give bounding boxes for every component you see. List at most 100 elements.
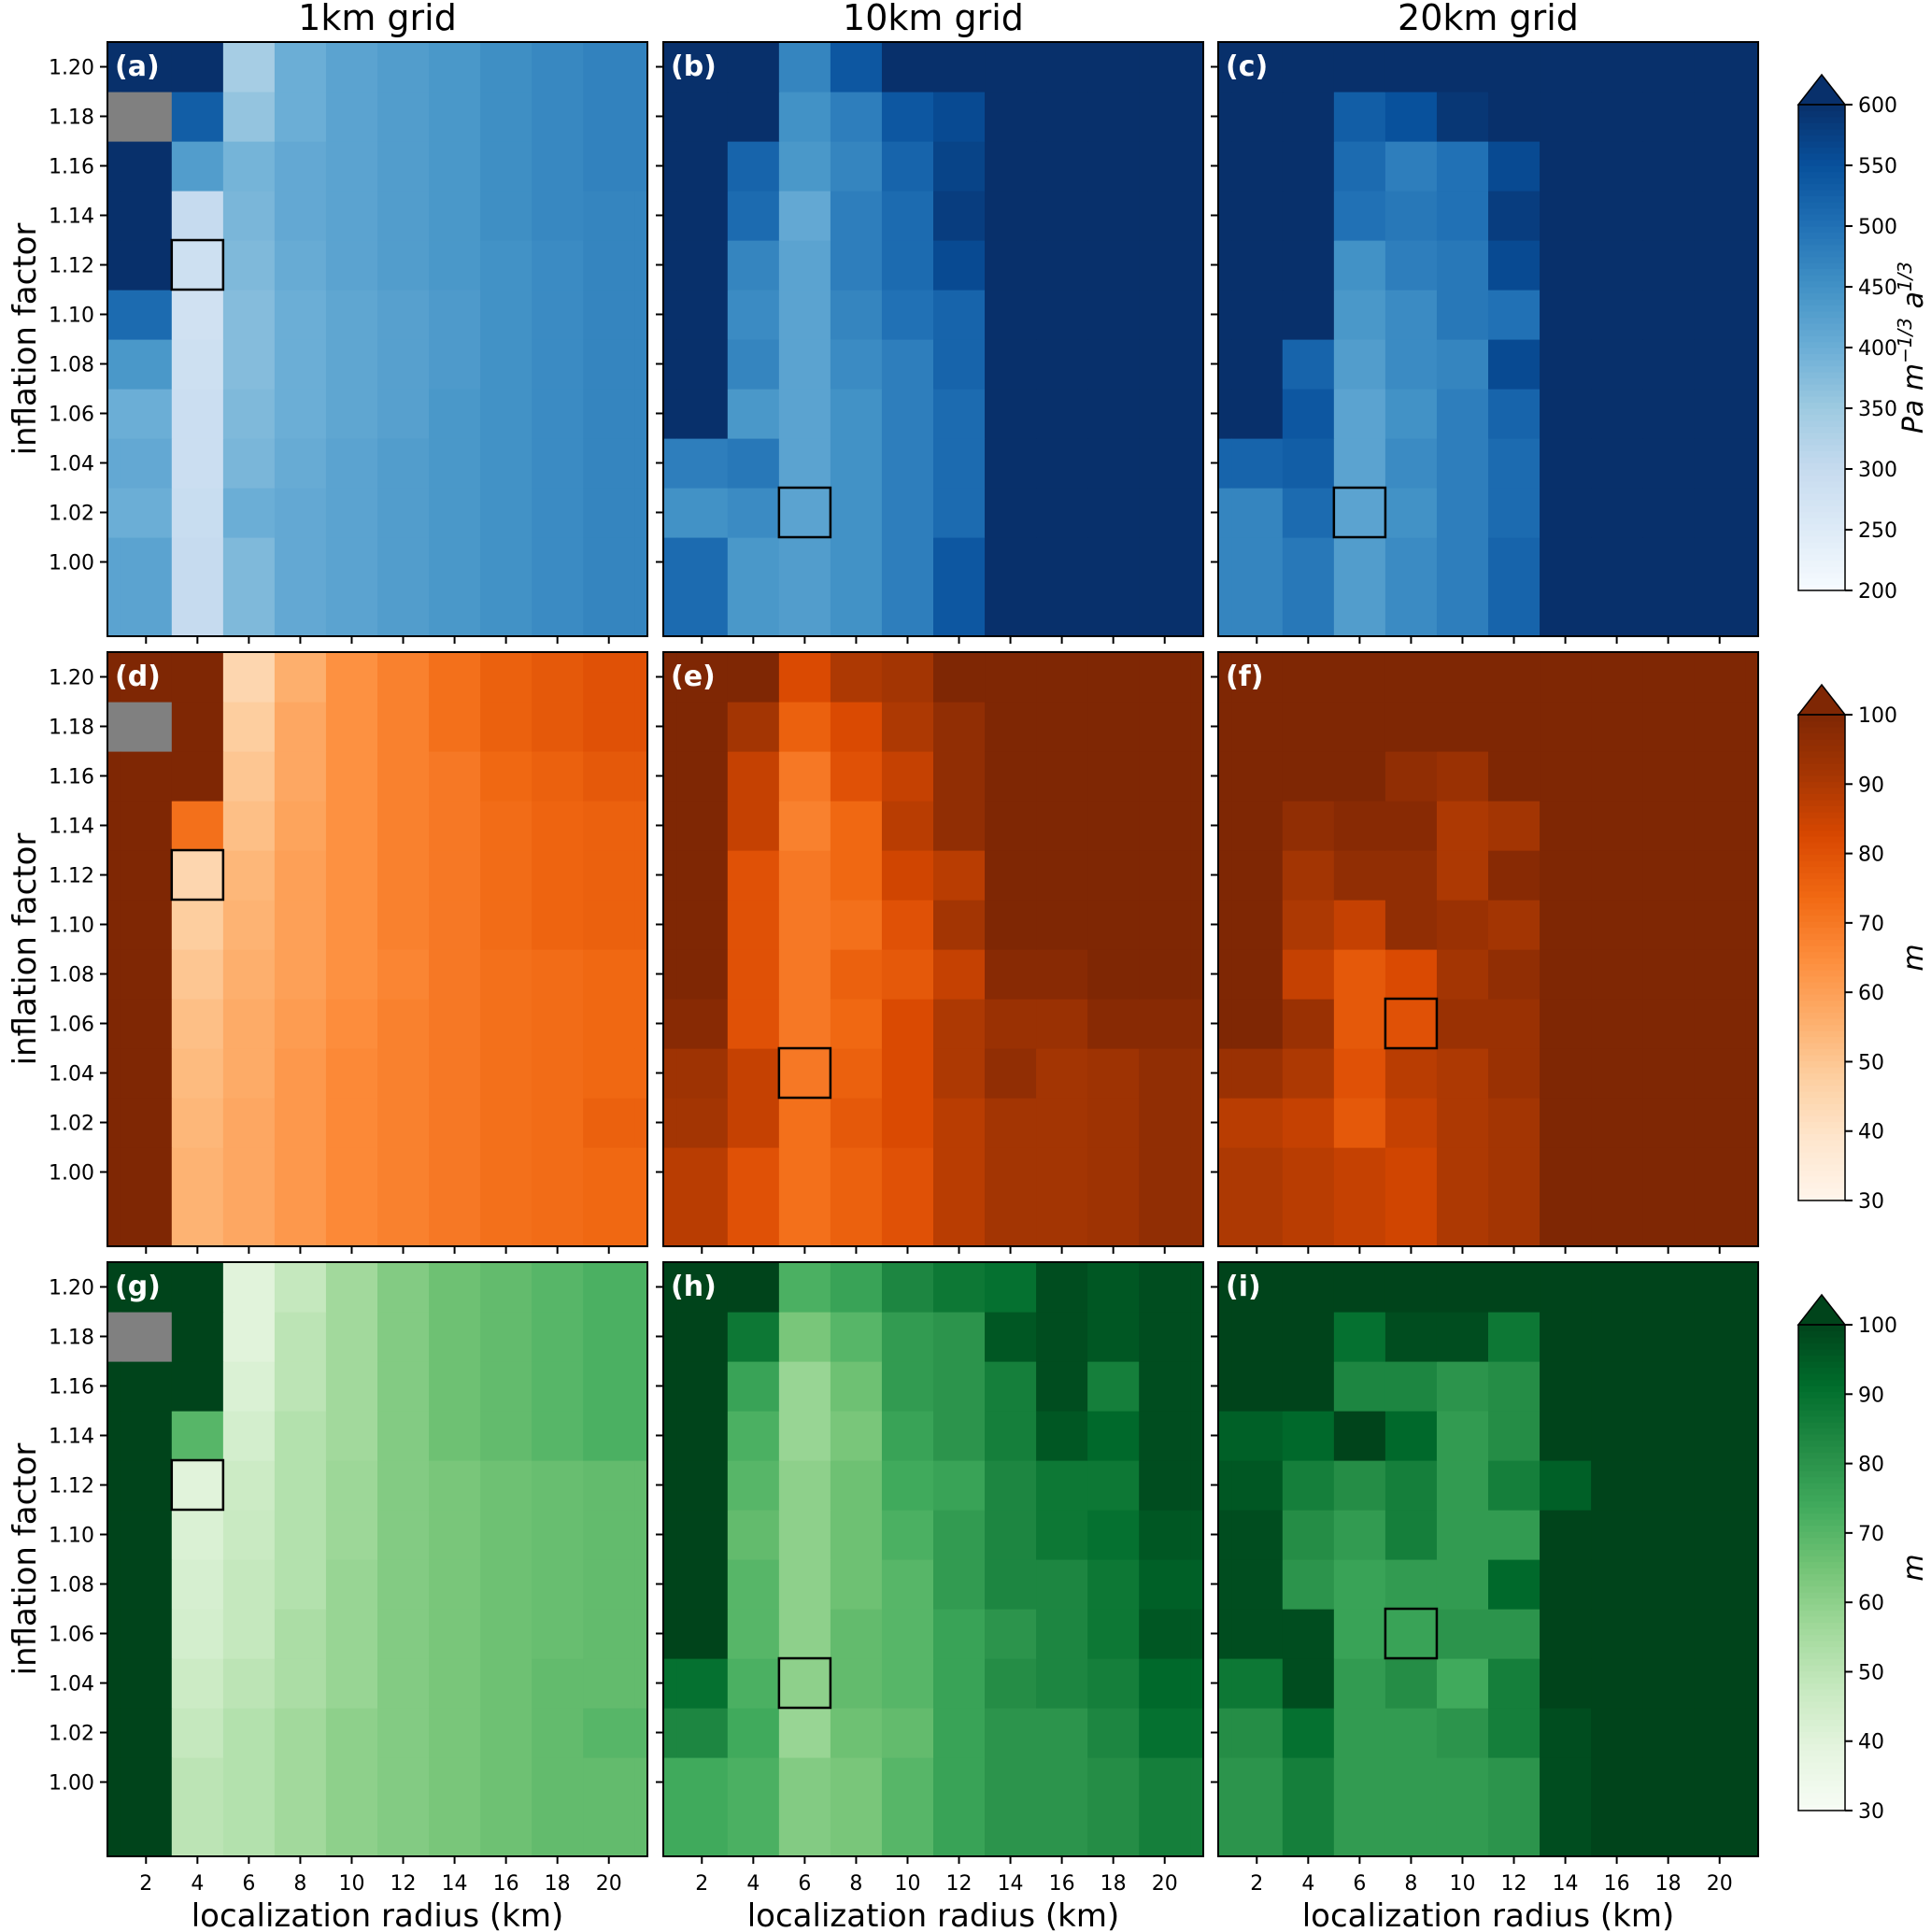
heatmap-cell — [583, 949, 635, 1000]
colorbar-segment — [1798, 1030, 1845, 1038]
heatmap-cell — [1745, 652, 1758, 703]
heatmap-cell — [985, 1312, 1037, 1362]
heatmap-cell — [1036, 1312, 1088, 1362]
heatmap-cell — [933, 751, 986, 802]
heatmap-cell — [274, 1147, 327, 1198]
x-tick-label: 8 — [1404, 1872, 1417, 1896]
heatmap-cell — [830, 488, 883, 538]
heatmap-cell — [1488, 1197, 1541, 1246]
heatmap-cell — [377, 1361, 430, 1412]
heatmap-cell — [1036, 240, 1088, 291]
colorbar-segment — [1798, 493, 1845, 501]
heatmap-cell — [1282, 900, 1335, 950]
highlight-box — [170, 848, 225, 902]
heatmap-cell — [222, 42, 276, 92]
heatmap-cell — [325, 900, 378, 950]
colorbar-segment — [1798, 715, 1845, 722]
y-tick-label: 1.16 — [49, 1376, 94, 1399]
heatmap-cell — [830, 1411, 883, 1461]
y-tick-label: 1.06 — [49, 1624, 94, 1647]
heatmap-cell — [107, 1807, 121, 1856]
colorbar-tick-label: 80 — [1858, 844, 1884, 867]
heatmap-cell — [171, 1658, 224, 1709]
colorbar-tick-label: 80 — [1858, 1454, 1884, 1477]
heatmap-cell — [1230, 751, 1284, 802]
colorbar-segment — [1798, 1531, 1845, 1539]
heatmap-cell — [377, 702, 430, 752]
heatmap-cell — [171, 801, 224, 851]
heatmap-cell — [222, 1807, 276, 1856]
heatmap-cell — [532, 702, 584, 752]
colorbar-segment — [1798, 842, 1845, 849]
heatmap-cell — [532, 290, 584, 340]
heatmap-cell — [1282, 389, 1335, 439]
heatmap-cell — [727, 900, 780, 950]
heatmap-cell — [1694, 290, 1746, 340]
heatmap-cell — [1436, 1658, 1489, 1709]
colorbar-segment — [1798, 1774, 1845, 1782]
heatmap-cell — [1218, 1197, 1232, 1246]
heatmap-cell — [480, 1262, 532, 1313]
heatmap-cell — [1230, 1147, 1284, 1198]
colorbar-segment — [1798, 305, 1845, 312]
heatmap-cell — [727, 1807, 780, 1856]
heatmap-cell — [120, 1609, 173, 1659]
heatmap-cell — [1540, 900, 1592, 950]
colorbar-segment — [1798, 720, 1845, 728]
heatmap-cell — [1540, 1609, 1592, 1659]
colorbar-segment — [1798, 1653, 1845, 1660]
heatmap-cell — [663, 1708, 677, 1758]
heatmap-cell — [107, 488, 121, 538]
colorbar-segment — [1798, 572, 1845, 579]
heatmap-cell — [830, 1559, 883, 1610]
x-tick-label: 6 — [1353, 1872, 1366, 1896]
heatmap-cell — [881, 1609, 934, 1659]
colorbar-tick-label: 70 — [1858, 913, 1884, 936]
colorbar-segment — [1798, 1604, 1845, 1612]
x-tick-label: 20 — [1707, 1872, 1733, 1896]
heatmap-cell — [1436, 42, 1489, 92]
heatmap-cell — [107, 1411, 121, 1461]
heatmap-cell — [1642, 1559, 1695, 1610]
heatmap-cell — [480, 1411, 532, 1461]
colorbar — [1796, 73, 1853, 591]
heatmap-cell — [1282, 339, 1335, 390]
colorbar-segment — [1798, 1140, 1845, 1147]
heatmap-cell — [1384, 1460, 1438, 1511]
x-tick-label: 4 — [746, 1872, 760, 1896]
colorbar-tick-label: 250 — [1858, 519, 1897, 543]
heatmap-cell — [1384, 1098, 1438, 1148]
heatmap-cell — [1591, 290, 1643, 340]
heatmap-cell — [274, 999, 327, 1049]
colorbar-segment — [1798, 469, 1845, 476]
heatmap-cell — [985, 1510, 1037, 1560]
heatmap-cell — [532, 1658, 584, 1709]
heatmap-cell — [1488, 1757, 1541, 1808]
colorbar-segment — [1798, 1428, 1845, 1435]
heatmap-cell — [377, 751, 430, 802]
heatmap-cell — [881, 949, 934, 1000]
heatmap-cell — [377, 488, 430, 538]
heatmap-cell — [1384, 1312, 1438, 1362]
heatmap-cell — [1087, 1048, 1140, 1099]
heatmap-cell — [675, 1757, 729, 1808]
heatmap-cell — [830, 191, 883, 241]
colorbar-segment — [1798, 372, 1845, 379]
heatmap-cell — [634, 389, 647, 439]
heatmap-cell — [778, 702, 831, 752]
colorbar-segment — [1798, 1440, 1845, 1447]
heatmap-cell — [377, 1708, 430, 1758]
heatmap-cell — [1540, 488, 1592, 538]
heatmap-cell — [1436, 1262, 1489, 1313]
heatmap-cell — [1218, 1460, 1232, 1511]
heatmap-cell — [583, 92, 635, 142]
heatmap-cell — [933, 339, 986, 390]
heatmap-cell — [675, 438, 729, 489]
heatmap-cell — [583, 1147, 635, 1198]
heatmap-cell — [1036, 1757, 1088, 1808]
heatmap-cell — [120, 141, 173, 192]
heatmap-cell — [1591, 1098, 1643, 1148]
heatmap-cell — [120, 1807, 173, 1856]
heatmap-cell — [171, 92, 224, 142]
heatmap-cell — [532, 339, 584, 390]
